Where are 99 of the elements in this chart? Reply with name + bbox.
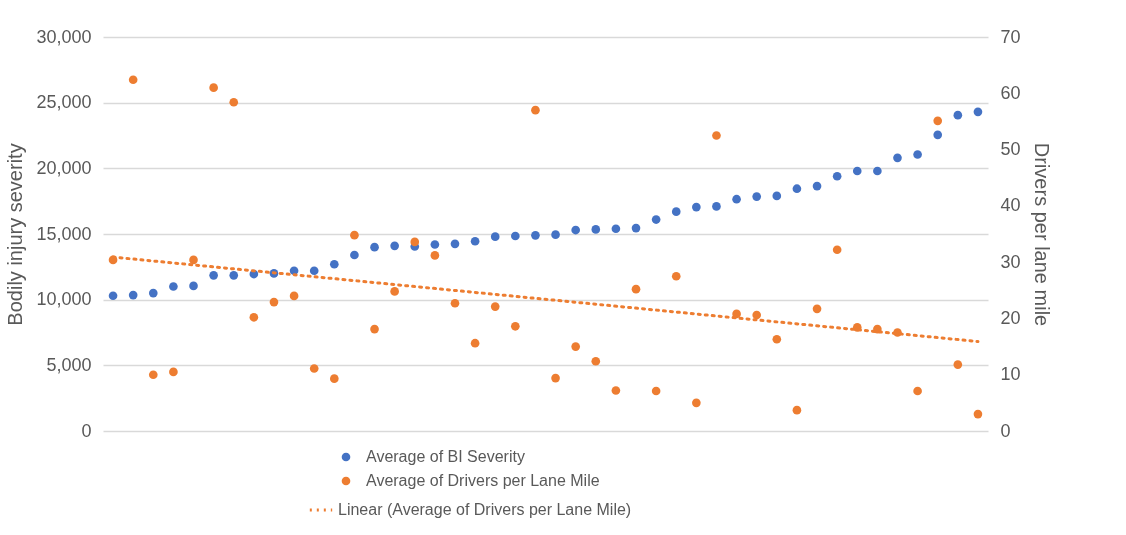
- point: [309, 266, 319, 276]
- point: [772, 191, 782, 201]
- point: [531, 105, 540, 115]
- y2-axis-title: Drivers per lane mile: [1030, 142, 1053, 327]
- legend-label: Average of Drivers per Lane Mile: [366, 472, 600, 489]
- y2-tick-label: 20: [1000, 307, 1021, 328]
- point: [732, 194, 741, 204]
- point: [229, 271, 239, 280]
- point: [148, 288, 158, 298]
- point: [973, 409, 983, 419]
- point: [631, 223, 641, 233]
- y-tick-label: 5,000: [46, 354, 92, 375]
- point: [511, 231, 520, 241]
- y-tick-label: 15,000: [36, 223, 92, 244]
- point: [249, 312, 259, 322]
- y2-tick-label: 10: [1000, 364, 1021, 385]
- point: [933, 130, 943, 140]
- point: [289, 291, 299, 301]
- point: [450, 239, 460, 249]
- point: [752, 192, 762, 201]
- point: [169, 282, 178, 291]
- point: [712, 202, 721, 211]
- point: [953, 110, 963, 120]
- point: [812, 304, 822, 314]
- point: [792, 184, 802, 194]
- point: [832, 171, 842, 181]
- y-tick-label: 30,000: [36, 26, 92, 47]
- point: [309, 364, 319, 373]
- point: [148, 370, 158, 380]
- point: [189, 281, 198, 291]
- y2-tick-label: 0: [1000, 420, 1011, 441]
- point: [832, 245, 842, 255]
- point: [812, 181, 822, 191]
- point: [551, 373, 560, 383]
- point: [209, 83, 218, 92]
- y-tick-label: 20,000: [36, 157, 92, 178]
- point: [329, 259, 339, 269]
- point: [873, 166, 882, 176]
- point: [611, 224, 621, 234]
- y2-tick-label: 40: [1000, 195, 1021, 216]
- legend-label: Average of BI Severity: [366, 448, 525, 465]
- point: [470, 236, 480, 246]
- point: [591, 225, 601, 234]
- point: [229, 97, 239, 107]
- y2-tick-label: 70: [1000, 26, 1021, 47]
- point: [671, 271, 681, 281]
- point: [973, 107, 983, 117]
- point: [913, 150, 922, 159]
- point: [490, 232, 500, 241]
- point: [953, 360, 963, 369]
- point: [209, 271, 218, 280]
- point: [370, 242, 379, 252]
- point: [772, 334, 782, 344]
- point: [551, 230, 560, 239]
- y-tick-label: 10,000: [36, 289, 92, 310]
- point: [671, 207, 681, 216]
- point: [893, 153, 902, 163]
- point: [470, 338, 480, 348]
- point: [169, 367, 178, 377]
- point: [631, 284, 641, 294]
- point: [591, 356, 601, 366]
- point: [933, 116, 943, 126]
- y-tick-label: 25,000: [36, 92, 92, 113]
- point: [450, 298, 460, 308]
- point: [712, 131, 721, 140]
- legend-label: Linear (Average of Drivers per Lane Mile): [338, 501, 632, 518]
- point: [571, 225, 580, 235]
- point: [108, 291, 118, 301]
- point: [531, 230, 540, 240]
- point: [189, 255, 198, 265]
- y2-tick-label: 30: [1000, 251, 1021, 272]
- point: [752, 310, 762, 320]
- point: [571, 342, 580, 351]
- point: [692, 202, 701, 212]
- point: [390, 287, 399, 296]
- point: [852, 166, 862, 176]
- point: [128, 290, 138, 300]
- y-tick-label: 0: [81, 420, 92, 441]
- point: [269, 297, 279, 307]
- point: [410, 237, 420, 247]
- point: [430, 240, 440, 249]
- y2-tick-label: 60: [1000, 82, 1021, 103]
- point: [128, 75, 138, 85]
- point: [329, 374, 339, 383]
- point: [390, 241, 399, 251]
- point: [490, 302, 500, 311]
- point: [792, 405, 802, 415]
- point: [350, 250, 359, 260]
- point: [370, 324, 379, 334]
- point: [350, 230, 359, 240]
- point: [692, 398, 701, 408]
- point: [511, 321, 520, 331]
- point: [651, 215, 661, 224]
- point: [611, 386, 621, 395]
- y2-tick-label: 50: [1000, 139, 1021, 160]
- point: [430, 251, 440, 260]
- point: [651, 386, 661, 396]
- y-axis-title: Bodily injury severity: [4, 143, 27, 326]
- point: [913, 386, 922, 396]
